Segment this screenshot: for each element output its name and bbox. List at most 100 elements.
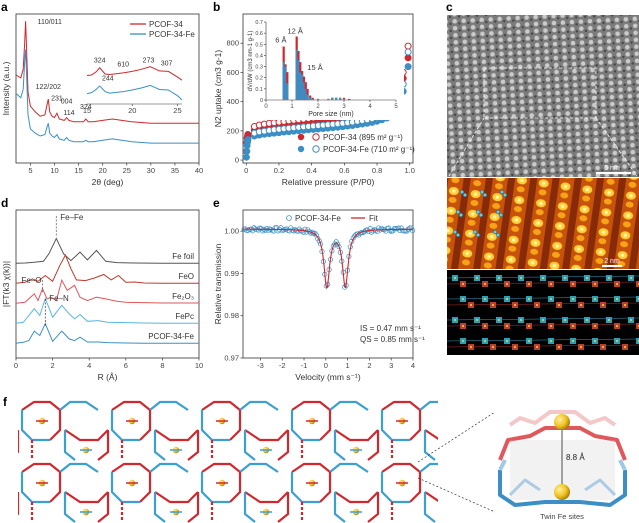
data-point — [387, 227, 393, 233]
lattice-fe-dot — [616, 283, 618, 285]
lattice-fe-dot — [586, 319, 588, 321]
x-tick-label: 0.8 — [372, 166, 382, 175]
inset-bar-pcof34fe — [284, 66, 287, 100]
data-point — [378, 225, 385, 231]
pore-size-annotation: 15 Å — [307, 63, 322, 72]
legend-label: PCOF-34 — [149, 20, 183, 29]
y-tick-label: 400 — [226, 97, 239, 106]
inset-x-tick-label: 2 — [316, 104, 320, 110]
fe-site-marker — [472, 229, 478, 235]
series-line — [15, 297, 199, 324]
data-point — [404, 42, 412, 50]
zoom-leader-top — [417, 411, 496, 463]
series-line — [15, 237, 199, 264]
lattice-line — [446, 296, 639, 300]
inset-background — [254, 17, 404, 120]
inset-y-tick-label: 0 — [260, 98, 263, 104]
lattice-fe-dot — [594, 340, 596, 342]
lattice-fe-dot — [520, 319, 522, 321]
x-tick-label: 6 — [124, 361, 128, 370]
lattice-fe-dot — [616, 298, 618, 300]
y-axis-label: Relative transmission — [213, 243, 223, 324]
peak-annotation: 110/011 — [38, 19, 62, 26]
data-point — [318, 241, 324, 247]
lattice-fe-dot — [506, 340, 508, 342]
lattice-fe-dot — [602, 304, 604, 306]
lattice-fe-dot — [608, 277, 610, 279]
inset-y-tick-label: 0.2 — [255, 76, 263, 82]
fe-atom-top — [554, 414, 570, 430]
fe-site-marker — [492, 229, 498, 235]
lattice-fe-dot — [536, 346, 538, 348]
lattice-fe-dot — [454, 277, 456, 279]
panel-f: f 8.8 Å Twin Fe sites — [3, 395, 627, 523]
lattice-fe-dot — [580, 304, 582, 306]
fe-fe-distance-label: 8.8 Å — [566, 453, 585, 462]
lattice-fe-dot — [454, 319, 456, 321]
inset-x-tick-label: 3 — [342, 104, 346, 110]
fe-site-marker — [495, 232, 501, 238]
fe-fe-annotation: Fe–Fe — [60, 213, 84, 222]
fe-n-annotation: Fe–N — [49, 294, 69, 303]
lattice-fe-dot — [506, 325, 508, 327]
inset-bar-pcof34fe — [339, 97, 342, 100]
plot-frame — [15, 209, 200, 359]
series-line-pcof-34-fe — [15, 49, 199, 144]
lattice-fe-dot — [580, 346, 582, 348]
lattice-fe-dot — [514, 346, 516, 348]
x-tick-label: 4 — [87, 361, 91, 370]
scale-bar-5nm-label: 5 nm — [604, 165, 620, 172]
inset-bar-pcof34fe — [299, 72, 302, 100]
lattice-fe-dot — [528, 298, 530, 300]
lattice-fe-dot — [476, 277, 478, 279]
lattice-fe-dot — [484, 298, 486, 300]
lattice-fe-dot — [594, 325, 596, 327]
lattice-fe-dot — [564, 277, 566, 279]
inset-bar-pcof34fe — [316, 98, 320, 100]
y-axis-label: N2 uptake (cm3 g-1) — [213, 50, 223, 128]
peak-annotation: 114 — [63, 110, 74, 117]
lattice-node-red — [636, 323, 639, 329]
panel-a: a 5 10 15 20 25 30 35 40 2θ (deg) Intensity (a.u.… — [1, 0, 203, 187]
inset-bar-pcof34 — [348, 98, 351, 100]
peak-annotation: 004 — [61, 98, 73, 105]
lattice-line — [446, 338, 639, 342]
lattice-fe-dot — [550, 340, 552, 342]
data-point — [243, 147, 251, 155]
legend-label: PCOF-34-Fe (710 m² g⁻¹) — [323, 145, 415, 154]
lattice-fe-dot — [498, 319, 500, 321]
fe-site-marker — [475, 209, 481, 215]
x-tick-label: 10 — [50, 166, 58, 175]
lattice-fe-dot — [528, 340, 530, 342]
series-label: FeO — [178, 272, 194, 281]
x-tick-label: 2 — [367, 361, 371, 370]
inset-y-tick-label: 0.5 — [255, 42, 263, 48]
inset-y-tick-label: 0.7 — [255, 20, 263, 26]
inset-x-tick-label: 20 — [128, 106, 136, 115]
lattice-line — [446, 302, 639, 306]
scale-bar-2nm-label: 2 nm — [604, 258, 620, 265]
legend-marker-open — [312, 145, 320, 153]
lattice-fe-dot — [462, 298, 464, 300]
fe-site-marker — [499, 189, 505, 195]
legend-label: PCOF-34-Fe — [149, 30, 195, 39]
fe-site-markers — [452, 189, 508, 238]
inset-bar-pcof34fe — [295, 49, 298, 100]
lattice-fe-dot — [550, 325, 552, 327]
data-point — [408, 225, 414, 231]
data-point — [242, 153, 250, 161]
plot-frame — [15, 13, 200, 164]
y-tick-label: 0.99 — [224, 269, 239, 278]
lattice-fe-dot — [608, 319, 610, 321]
series-label: FePc — [175, 312, 194, 321]
fe-site-marker — [498, 212, 504, 218]
lattice-fe-dot — [630, 277, 632, 279]
panel-e: e -3 -2 -1 0 1 2 3 4 0.97 0.98 0.99 1.00 Velocity (m… — [213, 196, 425, 382]
series-label: PCOF-34-Fe — [148, 332, 194, 341]
lattice-fe-dot — [572, 283, 574, 285]
lattice-fe-dot — [528, 325, 530, 327]
fe-site-marker — [455, 232, 461, 238]
inset-y-axis-label: dV/dW (cm3 nm-1 g-1) — [248, 31, 254, 92]
plot-frame — [242, 209, 414, 359]
